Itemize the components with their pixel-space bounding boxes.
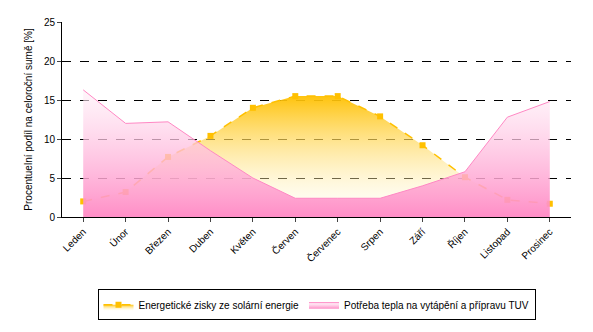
svg-text:Červen: Červen xyxy=(269,225,300,256)
svg-text:Energetické zisky ze solární e: Energetické zisky ze solární energie xyxy=(139,300,300,311)
svg-text:Únor: Únor xyxy=(107,225,131,249)
svg-text:Duben: Duben xyxy=(187,226,216,255)
svg-text:Leden: Leden xyxy=(61,226,88,253)
svg-text:Potřeba tepla na vytápění a př: Potřeba tepla na vytápění a přípravu TUV xyxy=(344,300,529,311)
svg-text:Říjen: Říjen xyxy=(445,225,470,250)
svg-text:Srpen: Srpen xyxy=(358,226,385,253)
svg-text:Březen: Březen xyxy=(143,226,173,256)
svg-text:20: 20 xyxy=(44,56,56,67)
svg-text:Procentuelní podíl na celoročn: Procentuelní podíl na celoroční sumě [%] xyxy=(23,28,34,211)
svg-text:Listopad: Listopad xyxy=(478,226,513,261)
svg-text:Prosinec: Prosinec xyxy=(519,226,554,261)
svg-text:15: 15 xyxy=(44,95,56,106)
svg-text:10: 10 xyxy=(44,134,56,145)
svg-text:5: 5 xyxy=(49,173,55,184)
svg-text:Září: Září xyxy=(407,226,428,247)
svg-text:Květen: Květen xyxy=(228,226,258,256)
svg-text:0: 0 xyxy=(49,212,55,223)
svg-text:Červenec: Červenec xyxy=(304,225,343,264)
svg-text:25: 25 xyxy=(44,17,56,28)
